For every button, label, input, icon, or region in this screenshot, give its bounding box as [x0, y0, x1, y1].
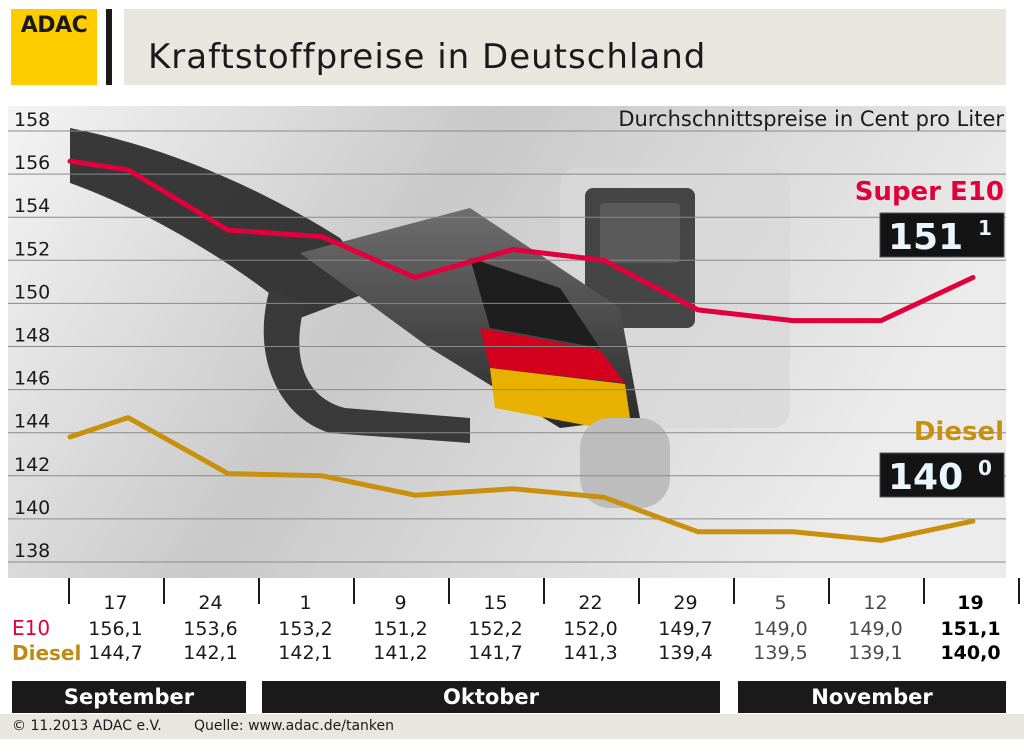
table-column: 9 151,2 141,2 [353, 578, 448, 678]
header: ADAC Kraftstoffpreise in Deutschland [0, 0, 1024, 88]
column-diesel-price: 142,1 [183, 642, 238, 664]
column-separator [163, 578, 165, 604]
column-diesel-price: 141,7 [468, 642, 523, 664]
series-label: Super E10 [855, 177, 1004, 207]
logo-text: ADAC [20, 13, 88, 38]
column-day: 29 [673, 592, 698, 614]
y-tick-label: 150 [14, 281, 50, 303]
y-axis-tick-labels: 158 156 154 152 150 148 146 144 142 140 138 [14, 109, 50, 562]
y-tick-label: 148 [14, 325, 50, 347]
column-separator [68, 578, 70, 604]
column-e10-price: 149,0 [753, 618, 808, 640]
column-separator [448, 578, 450, 604]
y-tick-label: 138 [14, 540, 50, 562]
row-label-diesel: Diesel [12, 641, 82, 665]
month-label-oktober: Oktober [262, 681, 720, 713]
series-lines [67, 158, 976, 543]
column-diesel-price: 139,1 [848, 642, 903, 664]
page-title: Kraftstoffpreise in Deutschland [148, 37, 707, 77]
y-tick-label: 158 [14, 109, 50, 131]
y-tick-label: 140 [14, 497, 50, 519]
y-tick-label: 146 [14, 368, 50, 390]
column-e10-price: 151,1 [940, 618, 1001, 640]
table-column: 5 149,0 139,5 [733, 578, 828, 678]
adac-logo: ADAC [11, 9, 97, 85]
y-tick-label: 152 [14, 238, 50, 260]
header-divider [106, 9, 112, 85]
chart-subtitle: Durchschnittspreise in Cent pro Liter [618, 107, 1004, 131]
fuel-price-chart: 158 156 154 152 150 148 146 144 142 140 138 Durchs… [8, 106, 1006, 578]
column-separator [353, 578, 355, 604]
price-display-value: 151 [888, 217, 963, 258]
month-label-november: November [738, 681, 1006, 713]
price-table: E10 Diesel 17 156,1 144,7 24 153,6 142,1 1 153,… [0, 578, 1024, 678]
column-diesel-price: 142,1 [278, 642, 333, 664]
column-day: 12 [863, 592, 888, 614]
column-day: 1 [299, 592, 312, 614]
price-display-box [879, 212, 1005, 258]
column-separator [828, 578, 830, 604]
column-e10-price: 149,0 [848, 618, 903, 640]
title-band [124, 9, 1006, 85]
y-tick-label: 142 [14, 454, 50, 476]
series-line-diesel [67, 415, 976, 543]
series-label: Diesel [914, 417, 1004, 447]
grid-lines [8, 130, 1006, 563]
column-diesel-price: 141,2 [373, 642, 428, 664]
price-display-value: 140 [888, 457, 963, 498]
series-line-super-e10 [67, 158, 976, 324]
column-e10-price: 153,6 [183, 618, 238, 640]
column-separator [638, 578, 640, 604]
column-separator [733, 578, 735, 604]
table-column: 19 151,1 140,0 [923, 578, 1018, 678]
column-separator [258, 578, 260, 604]
column-diesel-price: 139,5 [753, 642, 808, 664]
month-label-september: September [12, 681, 246, 713]
y-tick-label: 154 [14, 195, 50, 217]
copyright-text: © 11.2013 ADAC e.V. [12, 718, 162, 734]
table-column: 17 156,1 144,7 [68, 578, 163, 678]
column-day: 22 [578, 592, 603, 614]
table-column: 1 153,2 142,1 [258, 578, 353, 678]
column-separator [923, 578, 925, 604]
column-separator [543, 578, 545, 604]
price-display-decimal: 0 [978, 456, 992, 480]
price-display-box [879, 452, 1005, 498]
column-diesel-price: 141,3 [563, 642, 618, 664]
table-column: 24 153,6 142,1 [163, 578, 258, 678]
table-column: 22 152,0 141,3 [543, 578, 638, 678]
column-e10-price: 152,2 [468, 618, 523, 640]
column-day: 9 [394, 592, 407, 614]
column-e10-price: 153,2 [278, 618, 333, 640]
column-day: 15 [483, 592, 508, 614]
footer: © 11.2013 ADAC e.V. Quelle: www.adac.de/… [0, 714, 1024, 739]
y-tick-label: 144 [14, 411, 50, 433]
column-diesel-price: 140,0 [940, 642, 1001, 664]
column-e10-price: 156,1 [88, 618, 143, 640]
column-diesel-price: 139,4 [658, 642, 713, 664]
table-column: 15 152,2 141,7 [448, 578, 543, 678]
row-label-e10: E10 [12, 616, 51, 640]
table-column: 29 149,7 139,4 [638, 578, 733, 678]
column-separator [1018, 578, 1020, 604]
y-tick-label: 156 [14, 152, 50, 174]
column-e10-price: 151,2 [373, 618, 428, 640]
price-display-decimal: 1 [978, 216, 992, 240]
table-column: 12 149,0 139,1 [828, 578, 923, 678]
source-text: Quelle: www.adac.de/tanken [194, 718, 395, 734]
series-badges: Super E10 151 1 Diesel 140 0 [855, 177, 1005, 498]
column-day: 19 [957, 592, 984, 614]
column-day: 5 [774, 592, 787, 614]
column-day: 17 [103, 592, 128, 614]
column-e10-price: 149,7 [658, 618, 713, 640]
column-day: 24 [198, 592, 223, 614]
column-diesel-price: 144,7 [88, 642, 143, 664]
column-e10-price: 152,0 [563, 618, 618, 640]
